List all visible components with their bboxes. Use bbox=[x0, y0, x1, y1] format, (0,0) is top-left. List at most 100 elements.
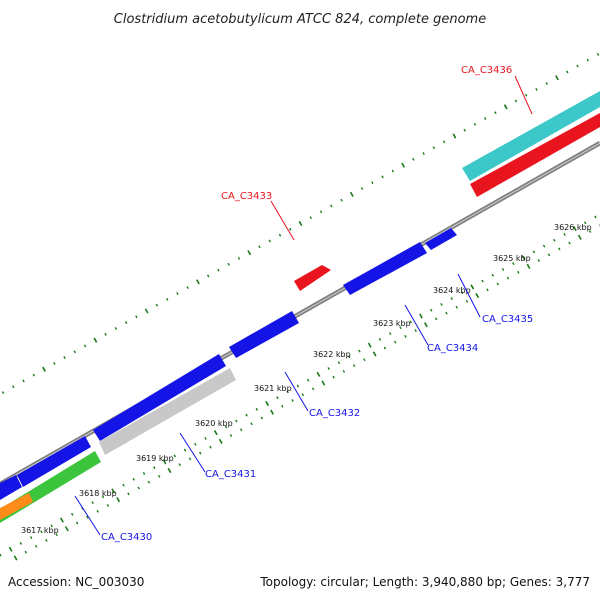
accession-text: Accession: NC_003030 bbox=[8, 575, 144, 589]
tick-mark bbox=[224, 425, 228, 429]
leader-line bbox=[179, 432, 206, 473]
tick-mark bbox=[209, 445, 212, 449]
gene-label: CA_C3433 bbox=[221, 191, 272, 202]
tick-mark bbox=[404, 334, 407, 338]
tick-mark bbox=[460, 291, 464, 295]
tick-mark bbox=[319, 210, 323, 214]
tick-mark bbox=[53, 361, 56, 365]
tick-mark bbox=[173, 454, 177, 458]
tick-mark bbox=[247, 250, 252, 256]
tick-mark bbox=[13, 555, 18, 561]
tick-mark bbox=[526, 263, 531, 270]
tick-mark bbox=[401, 162, 406, 168]
tick-mark bbox=[352, 364, 356, 367]
tick-mark bbox=[137, 486, 140, 490]
tick-mark bbox=[332, 375, 335, 379]
tick-mark bbox=[147, 480, 151, 484]
tick-mark bbox=[414, 329, 417, 333]
gene-label: CA_C3430 bbox=[101, 532, 152, 543]
tick-mark bbox=[577, 234, 582, 240]
tick-mark bbox=[596, 52, 600, 56]
tick-mark bbox=[286, 390, 289, 394]
tick-mark bbox=[240, 428, 243, 432]
tick-mark bbox=[217, 268, 220, 272]
tick-mark bbox=[363, 358, 366, 362]
tick-mark bbox=[132, 477, 135, 481]
tick-mark bbox=[235, 419, 238, 423]
tick-mark bbox=[111, 488, 116, 494]
tick-mark bbox=[176, 292, 179, 295]
gene-label: CA_C3435 bbox=[482, 314, 533, 325]
tick-mark bbox=[124, 321, 128, 325]
tick-mark bbox=[537, 259, 541, 263]
tick-mark bbox=[204, 437, 207, 440]
feature-cyan bbox=[462, 91, 600, 181]
gene-label: CA_C3431 bbox=[205, 469, 256, 480]
tick-mark bbox=[64, 526, 69, 532]
scale-label: 3622 kbp bbox=[313, 350, 351, 359]
gene-label: CA_C3432 bbox=[309, 408, 360, 419]
tick-mark bbox=[50, 524, 53, 528]
tick-mark bbox=[594, 215, 597, 219]
tick-mark bbox=[218, 438, 223, 444]
tick-mark bbox=[501, 267, 505, 271]
feature-blue-left bbox=[17, 436, 91, 487]
tick-mark bbox=[391, 169, 395, 173]
scale-label: 3624 kbp bbox=[433, 286, 471, 295]
tick-mark bbox=[419, 313, 423, 319]
tick-mark bbox=[470, 284, 475, 290]
tick-mark bbox=[545, 82, 548, 85]
tick-mark bbox=[255, 407, 259, 411]
tick-mark bbox=[412, 157, 415, 161]
tick-mark bbox=[568, 241, 571, 245]
tick-mark bbox=[114, 327, 118, 330]
tick-mark bbox=[196, 279, 200, 285]
tick-mark bbox=[86, 515, 89, 519]
tick-mark bbox=[503, 104, 508, 110]
tick-mark bbox=[142, 472, 146, 475]
tick-mark bbox=[63, 356, 66, 360]
tick-mark bbox=[455, 305, 458, 309]
tick-mark bbox=[165, 297, 169, 301]
tick-mark bbox=[116, 497, 121, 503]
tick-mark bbox=[481, 279, 484, 283]
gene-label: CA_C3434 bbox=[427, 343, 478, 354]
tick-mark bbox=[70, 512, 74, 516]
leader-line bbox=[284, 371, 309, 412]
tick-mark bbox=[558, 247, 561, 251]
tick-mark bbox=[547, 253, 551, 257]
tick-mark bbox=[91, 501, 94, 505]
tick-mark bbox=[512, 262, 515, 266]
scale-labels: 3617 kbp 3618 kbp 3619 kbp 3620 kbp 3621… bbox=[21, 223, 592, 535]
tick-mark bbox=[199, 451, 202, 455]
leader-line bbox=[514, 75, 533, 115]
tick-mark bbox=[422, 152, 425, 155]
tick-mark bbox=[127, 492, 130, 496]
tick-mark bbox=[188, 457, 192, 461]
tick-mark bbox=[517, 270, 520, 274]
tick-mark bbox=[372, 351, 377, 357]
tick-mark bbox=[19, 542, 23, 545]
tick-mark bbox=[450, 297, 453, 300]
tick-mark bbox=[250, 422, 253, 426]
feature-red-small bbox=[294, 265, 331, 291]
tick-mark bbox=[122, 483, 125, 487]
gene-labels: CA_C3436 CA_C3433 CA_C3435 CA_C3434 CA_C… bbox=[101, 65, 533, 543]
tick-mark bbox=[475, 293, 480, 299]
tick-mark bbox=[155, 303, 159, 307]
tick-mark bbox=[440, 302, 443, 306]
tick-mark bbox=[347, 355, 351, 359]
tick-mark bbox=[383, 346, 387, 350]
tick-mark bbox=[194, 442, 197, 446]
tick-mark bbox=[330, 204, 333, 208]
tick-mark bbox=[281, 404, 284, 408]
tick-mark bbox=[486, 288, 489, 292]
tick-mark bbox=[162, 459, 167, 465]
tick-mark bbox=[96, 509, 99, 513]
summary-text: Topology: circular; Length: 3,940,880 bp… bbox=[259, 575, 590, 589]
tick-mark bbox=[22, 379, 25, 383]
tick-mark bbox=[566, 70, 569, 74]
scale-label: 3626 kbp bbox=[554, 223, 592, 232]
tick-mark bbox=[381, 175, 384, 179]
tick-mark bbox=[83, 344, 87, 348]
